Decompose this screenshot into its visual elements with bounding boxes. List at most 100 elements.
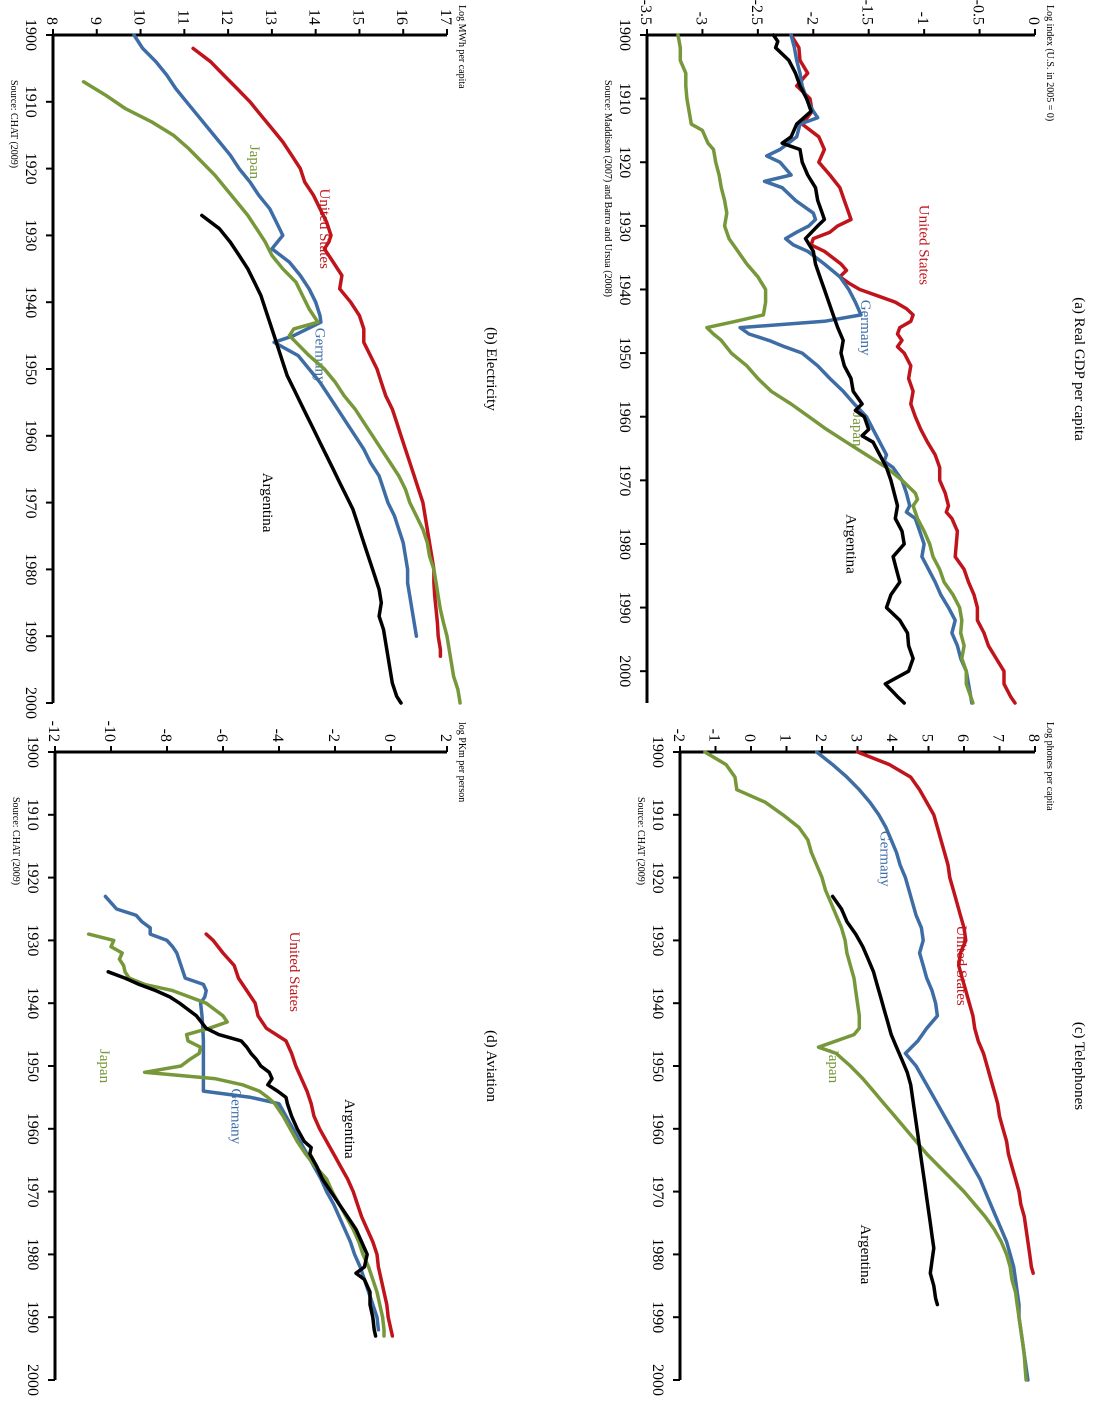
chart-title: (b) Electricity [483, 327, 499, 411]
source-note: Source: Maddison (2007) and Barro and Ur… [602, 80, 613, 297]
y-axis-label: Log phones per capita [1044, 722, 1055, 811]
x-tick-label: 1930 [24, 924, 41, 956]
x-tick-label: 1900 [616, 19, 633, 51]
y-tick-label: 3 [848, 734, 865, 742]
x-tick-label: 1960 [616, 401, 633, 433]
x-tick-label: 1960 [22, 420, 39, 452]
series-label-argentina: Argentina [259, 473, 275, 533]
x-tick-label: 1990 [616, 592, 633, 624]
series-line-germany [132, 33, 419, 638]
chart-title: (c) Telephones [1071, 1022, 1087, 1110]
series-line-argentina [771, 33, 915, 705]
y-tick-label: 0 [381, 734, 398, 742]
y-tick-label: -4 [269, 729, 286, 742]
x-tick-label: 1920 [649, 862, 666, 894]
chart-title: (d) Aviation [483, 1030, 499, 1102]
y-axis-label: Log index (U.S. in 2005 = 0) [1044, 5, 1055, 121]
x-tick-label: 1920 [22, 153, 39, 185]
x-tick-label: 1970 [22, 487, 39, 519]
source-note: Source: CHAT (2009) [10, 797, 21, 885]
y-tick-label: 7 [990, 734, 1007, 742]
x-tick-label: 1930 [649, 924, 666, 956]
x-tick-label: 1910 [24, 799, 41, 831]
x-tick-label: 1980 [649, 1238, 666, 1270]
y-tick-label: -2 [803, 12, 820, 25]
series-label-argentina: Argentina [341, 1099, 357, 1159]
series-label-germany: Germany [857, 300, 873, 356]
y-tick-label: -10 [101, 721, 118, 742]
y-tick-label: -1 [706, 729, 723, 742]
y-tick-label: 12 [218, 9, 235, 25]
series-label-united-states: United States [916, 205, 932, 286]
series-label-japan: Japan [246, 145, 262, 180]
series-line-united-states [855, 750, 1035, 1275]
y-tick-label: 0 [741, 734, 758, 742]
y-tick-label: -2 [670, 729, 687, 742]
x-tick-label: 1920 [24, 862, 41, 894]
y-tick-label: 10 [131, 9, 148, 25]
series-label-united-states: United States [953, 925, 969, 1006]
x-tick-label: 1950 [649, 1050, 666, 1082]
x-tick-label: 1900 [649, 736, 666, 768]
x-tick-label: 1960 [24, 1113, 41, 1145]
series-line-argentina [106, 970, 378, 1338]
x-tick-label: 1980 [22, 553, 39, 585]
x-tick-label: 1910 [616, 83, 633, 115]
x-tick-label: 1930 [616, 210, 633, 242]
y-tick-label: 16 [393, 9, 410, 25]
x-tick-label: 2000 [649, 1364, 666, 1396]
series-line-united-states [789, 33, 1017, 705]
x-tick-label: 1900 [22, 19, 39, 51]
series-label-argentina: Argentina [857, 1225, 873, 1285]
y-tick-label: -3 [692, 12, 709, 25]
series-line-japan [676, 33, 975, 705]
x-tick-label: 2000 [616, 655, 633, 687]
y-tick-label: 13 [262, 9, 279, 25]
y-tick-label: 0 [1025, 17, 1042, 25]
x-tick-label: 1970 [24, 1176, 41, 1208]
x-tick-label: 1990 [649, 1301, 666, 1333]
y-tick-label: 8 [43, 17, 60, 25]
x-tick-label: 1940 [24, 987, 41, 1019]
y-tick-label: 15 [349, 9, 366, 25]
y-axis-label: Log MWh per capita [456, 5, 467, 89]
x-tick-label: 1980 [24, 1238, 41, 1270]
y-tick-label: 11 [174, 10, 191, 25]
x-tick-label: 1950 [616, 337, 633, 369]
y-tick-label: 9 [87, 17, 104, 25]
x-tick-label: 1970 [649, 1176, 666, 1208]
series-label-japan: Japan [96, 1049, 112, 1084]
series-line-argentina [200, 213, 403, 705]
y-tick-label: -3.5 [637, 0, 654, 25]
y-tick-label: 5 [919, 734, 936, 742]
x-tick-label: 1970 [616, 464, 633, 496]
x-tick-label: 1960 [649, 1113, 666, 1145]
y-tick-label: -0.5 [970, 0, 987, 25]
x-tick-label: 2000 [24, 1364, 41, 1396]
y-tick-label: -8 [157, 729, 174, 742]
series-label-united-states: United States [286, 932, 302, 1013]
y-tick-label: -1 [914, 12, 931, 25]
x-tick-label: 2000 [22, 687, 39, 719]
y-tick-label: -2.5 [748, 0, 765, 25]
x-tick-label: 1950 [24, 1050, 41, 1082]
y-tick-label: -2 [325, 729, 342, 742]
x-tick-label: 1980 [616, 528, 633, 560]
x-tick-label: 1990 [24, 1301, 41, 1333]
y-tick-label: 6 [954, 734, 971, 742]
series-line-united-states [204, 932, 395, 1338]
series-line-japan [703, 750, 1028, 1382]
series-label-germany: Germany [312, 328, 328, 384]
series-label-japan: Japan [849, 412, 865, 447]
y-tick-label: 2 [437, 734, 454, 742]
x-tick-label: 1950 [22, 353, 39, 385]
y-tick-label: 2 [812, 734, 829, 742]
panel-telephones: 8 7 6 5 4 3 2 1 0 -1 -2 1900 1910 1920 1930 1940 1950 196… [635, 722, 1087, 1396]
series-label-japan: Japan [825, 1049, 841, 1084]
source-note: Source: CHAT (2009) [635, 797, 646, 885]
x-tick-label: 1940 [649, 987, 666, 1019]
y-tick-label: 4 [883, 734, 900, 742]
x-tick-label: 1940 [616, 273, 633, 305]
